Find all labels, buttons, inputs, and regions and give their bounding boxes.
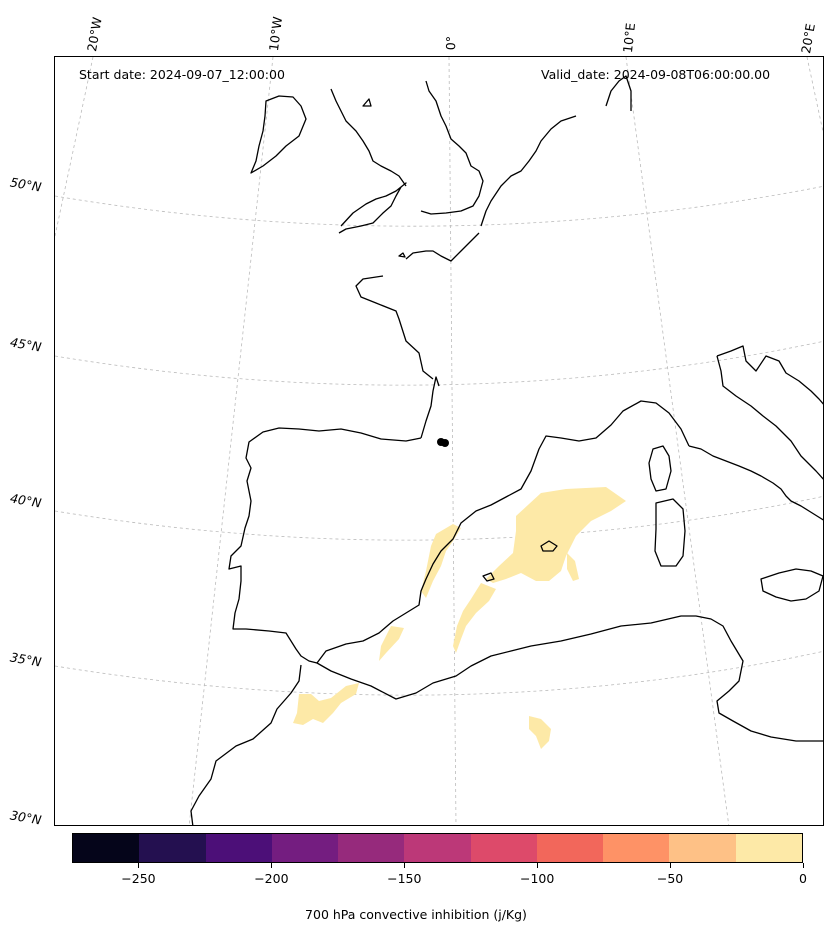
cin-area-balearic-tail bbox=[567, 553, 579, 581]
station-marker bbox=[437, 438, 449, 447]
coast-wales bbox=[330, 88, 407, 187]
valid-date-label: Valid_date: 2024-09-08T06:00:00.00 bbox=[541, 67, 771, 82]
coast-france-west bbox=[420, 376, 440, 439]
coast-england-south bbox=[338, 80, 484, 234]
colorbar-bin bbox=[139, 834, 206, 862]
colorbar-tick-label: −250 bbox=[121, 871, 156, 886]
map-canvas bbox=[55, 57, 823, 825]
lon-label-10e: 10°E bbox=[620, 22, 639, 54]
gridline-lon-20e bbox=[806, 57, 823, 134]
cin-area-balearic bbox=[486, 487, 626, 583]
colorbar bbox=[72, 833, 803, 863]
colorbar-tick bbox=[403, 863, 405, 868]
colorbar-tick bbox=[669, 863, 671, 868]
gridline-lon-10w bbox=[188, 57, 274, 825]
colorbar-bin bbox=[338, 834, 405, 862]
colorbar-bin bbox=[470, 834, 537, 862]
coast-ireland bbox=[250, 95, 307, 174]
coast-italy-east bbox=[716, 355, 823, 480]
cin-area-algeria bbox=[529, 716, 551, 749]
coast-adriatic bbox=[716, 345, 823, 405]
colorbar-tick-label: −100 bbox=[520, 871, 555, 886]
coast-italy-west bbox=[688, 445, 823, 521]
colorbar-bin bbox=[603, 834, 670, 862]
colorbar-tick bbox=[536, 863, 538, 868]
lat-label-40n: 40°N bbox=[8, 490, 43, 511]
lat-label-45n: 45°N bbox=[8, 334, 43, 355]
coast-sicily bbox=[760, 568, 823, 602]
lon-label-10w: 10°W bbox=[266, 15, 286, 52]
coastlines bbox=[190, 75, 823, 825]
coast-channel-islands bbox=[398, 252, 406, 258]
map-panel bbox=[54, 56, 824, 826]
lon-label-20w: 20°W bbox=[84, 16, 105, 53]
colorbar-tick-label: −150 bbox=[387, 871, 422, 886]
colorbar-tick-label: −50 bbox=[656, 871, 684, 886]
colorbar-title: 700 hPa convective inhibition (j/Kg) bbox=[305, 907, 527, 922]
colorbar-tick bbox=[137, 863, 139, 868]
coast-sardinia bbox=[654, 498, 686, 567]
coast-denmark bbox=[605, 75, 632, 111]
colorbar-tick-label: 0 bbox=[799, 871, 807, 886]
cin-area-cartagena bbox=[379, 626, 404, 661]
coast-north-africa bbox=[190, 615, 823, 825]
lat-label-50n: 50°N bbox=[8, 174, 43, 195]
gridline-lon-0 bbox=[448, 57, 457, 825]
colorbar-bin bbox=[735, 834, 802, 862]
lat-label-30n: 30°N bbox=[8, 807, 43, 828]
coast-ibiza bbox=[482, 572, 495, 582]
colorbar-bin bbox=[271, 834, 339, 862]
coast-normandy bbox=[405, 232, 480, 262]
colorbar-bin bbox=[536, 834, 604, 862]
colorbar-bin bbox=[669, 834, 736, 862]
cin-area-alboran bbox=[453, 583, 496, 653]
coast-isle-man bbox=[362, 98, 372, 107]
cin-area-valencia bbox=[421, 524, 461, 598]
lon-label-20e: 20°E bbox=[798, 22, 818, 55]
colorbar-bin bbox=[73, 834, 140, 862]
gridline-lat-50 bbox=[55, 185, 823, 227]
coast-mallorca bbox=[540, 540, 558, 552]
gridline-lat-35 bbox=[55, 651, 823, 696]
lat-label-35n: 35°N bbox=[8, 649, 43, 670]
coast-netherlands bbox=[480, 115, 577, 227]
gridline-lon-20w bbox=[55, 57, 94, 237]
gridline-lon-10e bbox=[625, 57, 730, 825]
colorbar-bin bbox=[404, 834, 471, 862]
gridline-lat-45 bbox=[55, 341, 823, 386]
colorbar-tick bbox=[270, 863, 272, 868]
cin-area-morocco bbox=[293, 683, 359, 725]
cin-field bbox=[293, 487, 626, 749]
colorbar-tick-label: −200 bbox=[254, 871, 289, 886]
colorbar-tick bbox=[802, 863, 804, 868]
coast-corsica bbox=[648, 445, 672, 492]
lon-label-0: 0° bbox=[443, 35, 459, 51]
colorbar-bin bbox=[205, 834, 272, 862]
coast-iberia bbox=[228, 275, 690, 664]
start-date-label: Start date: 2024-09-07_12:00:00 bbox=[79, 67, 285, 82]
